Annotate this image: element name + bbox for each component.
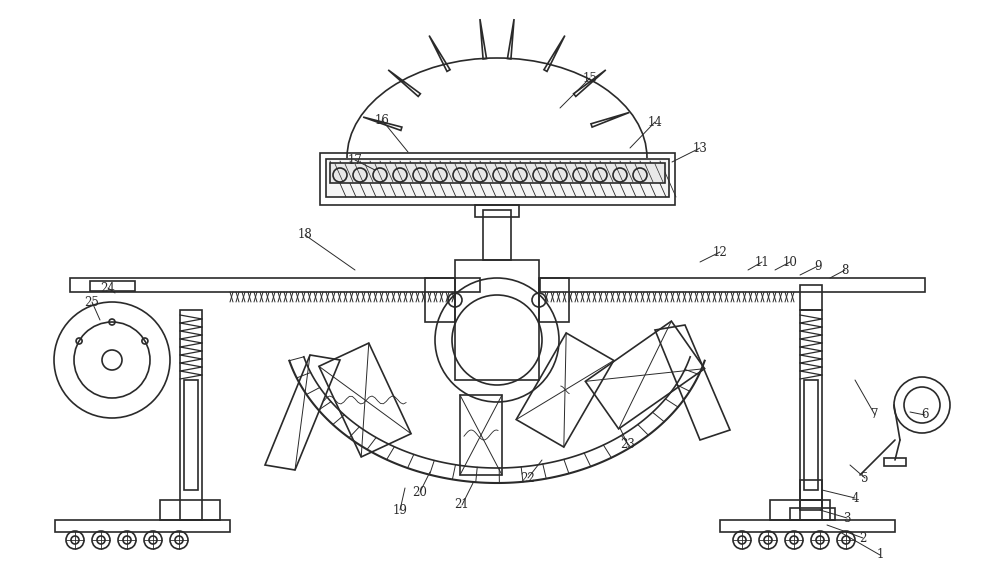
Bar [180, 310, 202, 520]
Bar [804, 380, 818, 490]
Text: 10: 10 [783, 256, 797, 269]
Bar [326, 159, 669, 197]
Bar [455, 260, 539, 380]
Text: 24: 24 [101, 281, 115, 295]
Bar [55, 520, 230, 532]
Bar [720, 520, 895, 532]
Text: 12: 12 [713, 245, 727, 259]
Text: 22: 22 [521, 472, 535, 484]
Text: 11: 11 [755, 256, 769, 269]
Bar [539, 278, 569, 322]
Bar [425, 278, 455, 322]
Text: 25: 25 [85, 295, 99, 309]
Text: 5: 5 [861, 472, 869, 484]
Text: 2: 2 [859, 531, 867, 545]
Bar [460, 395, 502, 475]
Bar [330, 163, 665, 183]
Text: 13: 13 [693, 142, 707, 154]
Bar [320, 153, 675, 205]
Bar [884, 458, 906, 466]
Bar [800, 285, 822, 310]
Text: 20: 20 [413, 485, 427, 498]
Bar [160, 500, 220, 520]
Bar [790, 508, 835, 520]
Text: 16: 16 [375, 114, 389, 126]
Bar [770, 500, 830, 520]
Text: 6: 6 [921, 408, 929, 422]
Text: 15: 15 [583, 71, 597, 85]
Text: 9: 9 [814, 259, 822, 273]
Text: 19: 19 [393, 503, 407, 517]
Bar [70, 278, 480, 292]
Bar [90, 281, 135, 291]
Text: 7: 7 [871, 408, 879, 422]
Bar [184, 380, 198, 490]
Bar [800, 500, 822, 510]
Text: 8: 8 [841, 263, 849, 277]
Bar [540, 278, 925, 292]
Text: 21: 21 [455, 498, 469, 512]
Bar [475, 205, 519, 217]
Text: 4: 4 [851, 491, 859, 505]
Text: 1: 1 [876, 549, 884, 561]
Bar [483, 210, 511, 260]
Text: 23: 23 [621, 438, 635, 451]
Bar [800, 310, 822, 520]
Bar [800, 480, 822, 500]
Text: 3: 3 [843, 512, 851, 524]
Text: 14: 14 [648, 115, 662, 129]
Text: 18: 18 [298, 229, 312, 241]
Text: 17: 17 [348, 154, 362, 166]
